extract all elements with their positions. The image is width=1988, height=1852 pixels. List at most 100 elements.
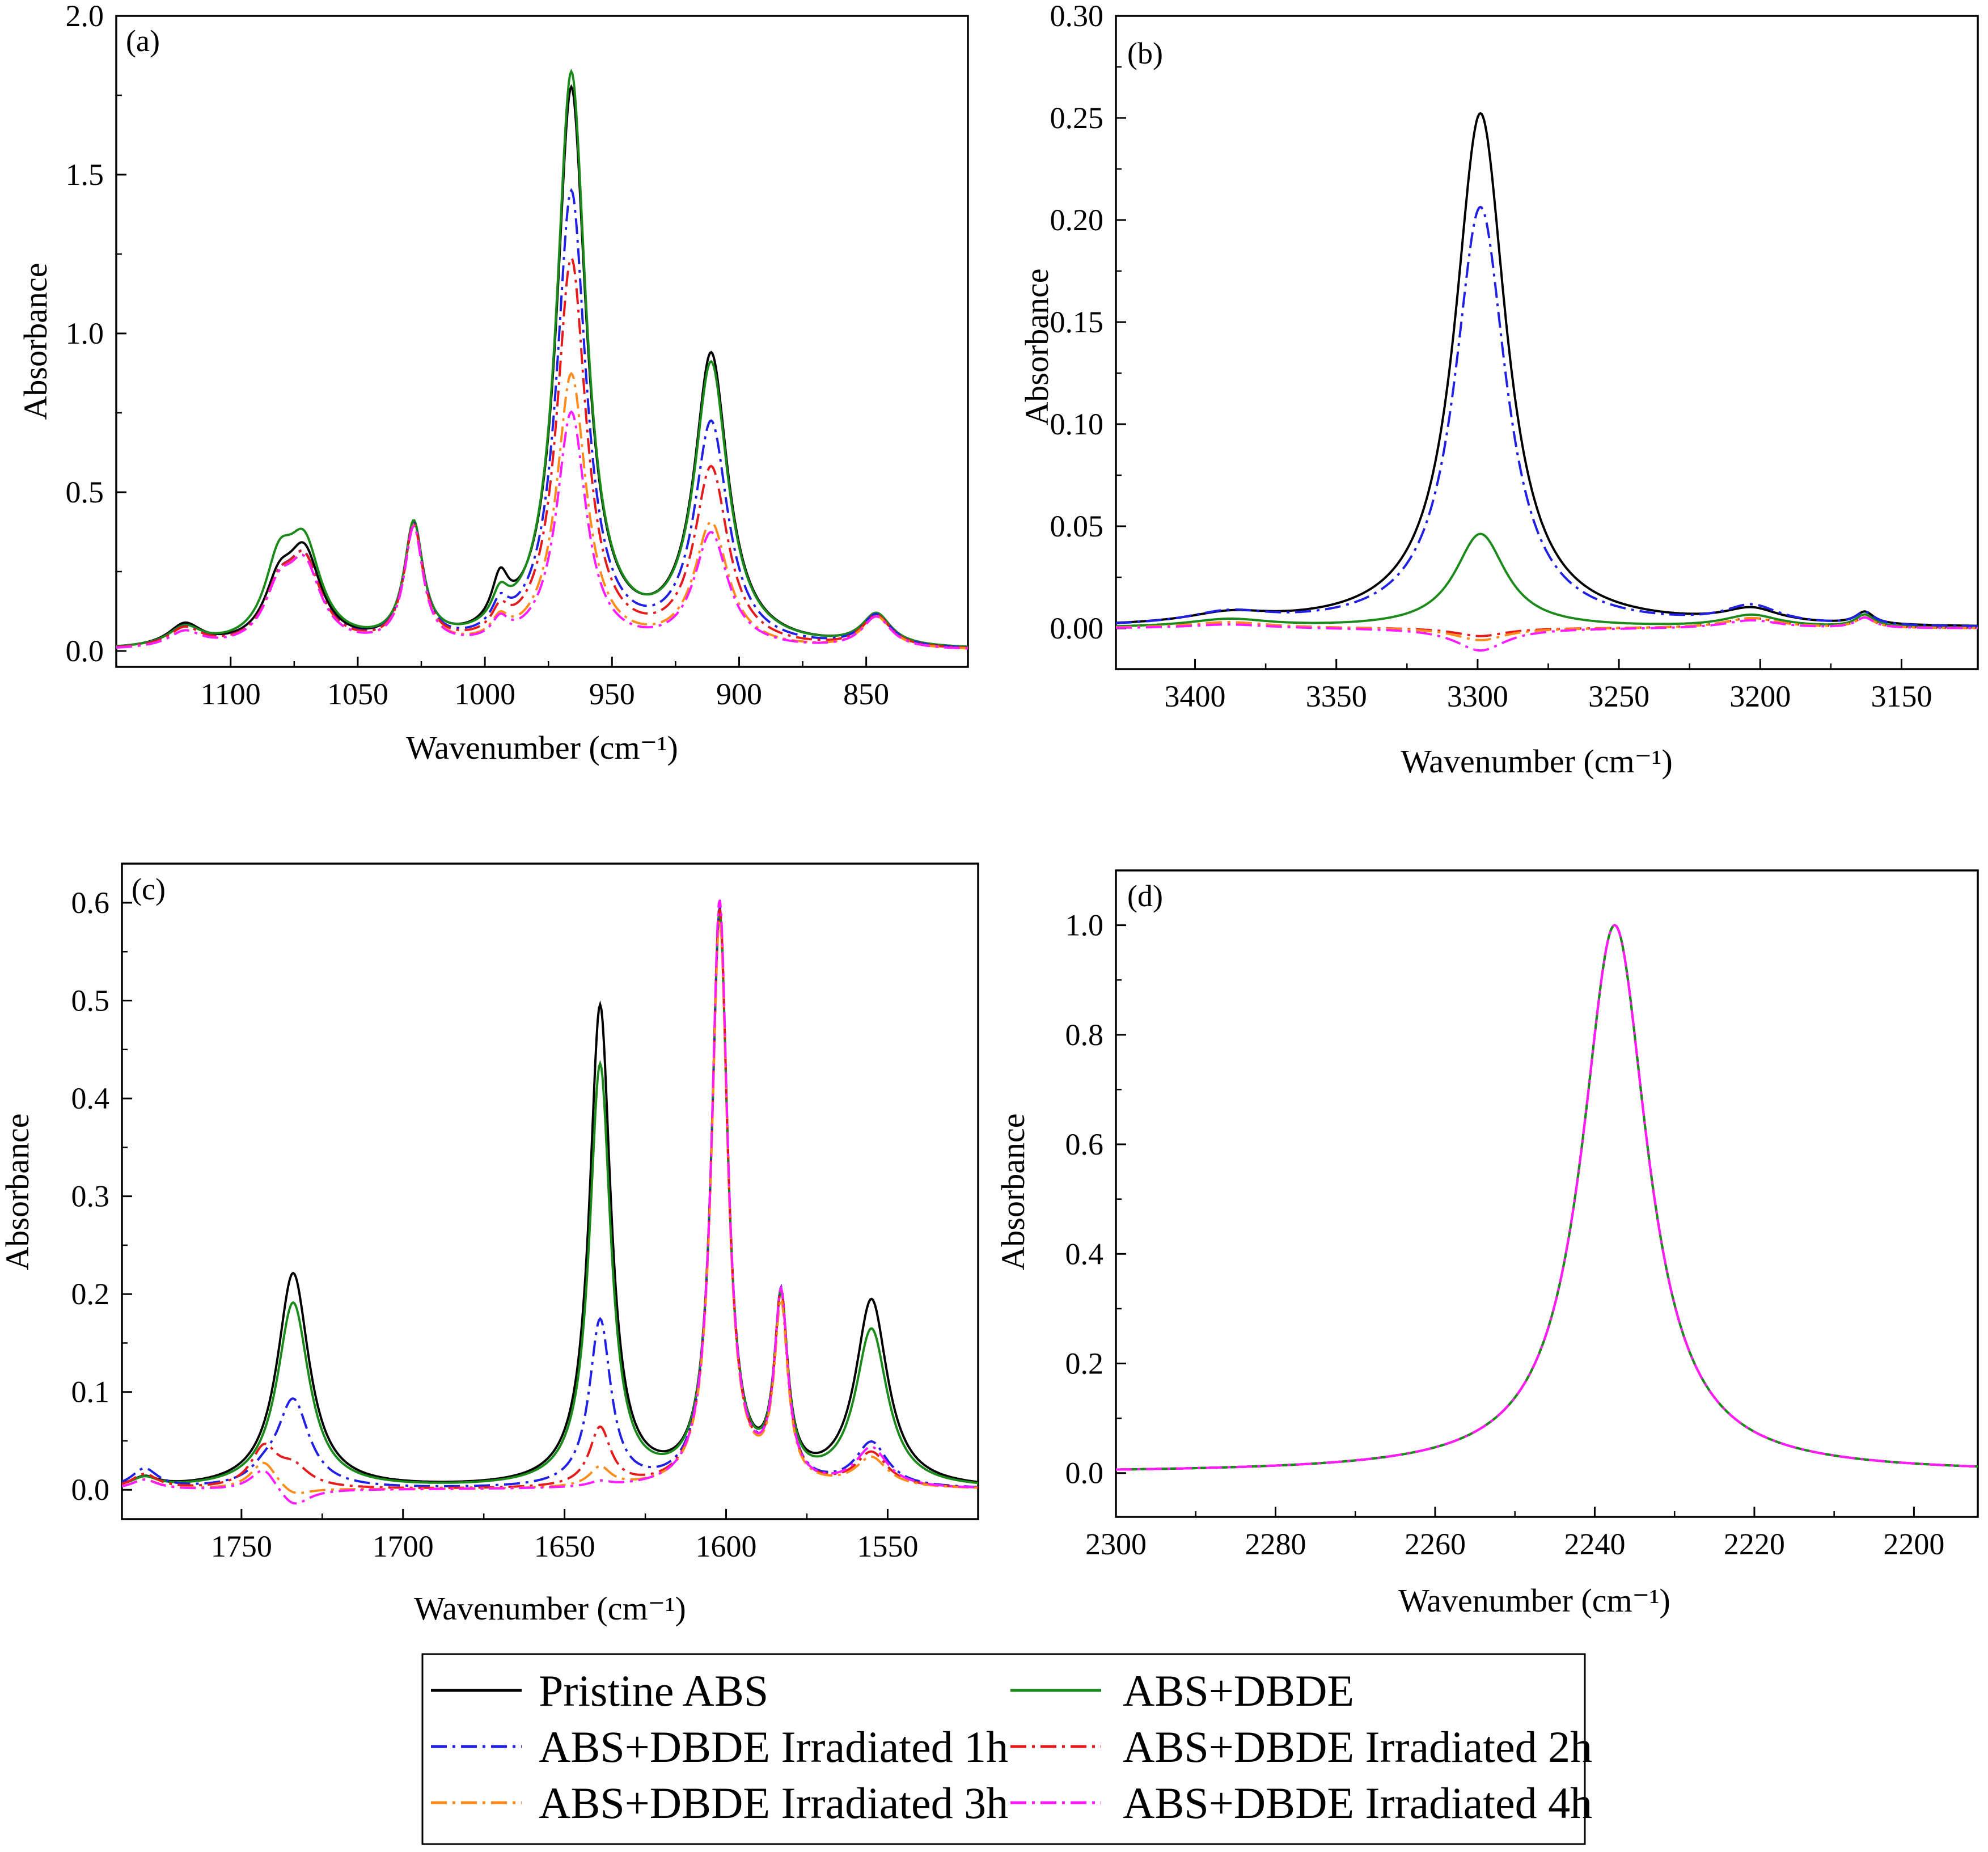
- x-tick-label: 3350: [1306, 679, 1367, 713]
- legend-label: ABS+DBDE Irradiated 2h: [1123, 1722, 1592, 1771]
- series-line: [122, 899, 978, 1505]
- y-tick-label: 0.05: [1050, 509, 1104, 543]
- x-tick-label: 900: [716, 677, 762, 711]
- x-tick-label: 1550: [857, 1529, 918, 1563]
- x-tick-label: 3150: [1871, 679, 1932, 713]
- x-tick-label: 1700: [373, 1529, 434, 1563]
- panel-b-xlabel: Wavenumber (cm⁻¹): [1401, 743, 1673, 780]
- x-tick-label: 3400: [1165, 679, 1226, 713]
- legend-label: Pristine ABS: [539, 1666, 768, 1715]
- y-tick-label: 0.8: [1065, 1018, 1104, 1052]
- x-tick-label: 1000: [454, 677, 515, 711]
- y-tick-label: 0.10: [1050, 407, 1104, 441]
- panel-d-xlabel: Wavenumber (cm⁻¹): [1398, 1582, 1670, 1619]
- legend-label: ABS+DBDE Irradiated 4h: [1123, 1778, 1592, 1828]
- legend-entry: ABS+DBDE Irradiated 4h: [1010, 1778, 1592, 1828]
- legend-entry: ABS+DBDE: [1010, 1666, 1354, 1715]
- series-line: [116, 410, 968, 650]
- series-line: [1116, 924, 1978, 1471]
- panel-c-ylabel: Absorbance: [0, 1113, 36, 1270]
- x-tick-label: 1750: [211, 1529, 272, 1563]
- y-tick-label: 0.6: [71, 886, 110, 920]
- panel-a-curves: [116, 69, 968, 650]
- panel-a-label: (a): [126, 24, 160, 58]
- series-line: [1116, 616, 1978, 652]
- x-tick-label: 1650: [534, 1529, 595, 1563]
- legend-entry: ABS+DBDE Irradiated 3h: [431, 1778, 1008, 1828]
- panel-a: (a) Wavenumber (cm⁻¹) Absorbance 1100 105…: [17, 0, 969, 766]
- panel-d-frame: [1115, 869, 1979, 1518]
- panel-a-xlabel: Wavenumber (cm⁻¹): [406, 729, 678, 766]
- panel-a-ylabel: Absorbance: [17, 263, 54, 420]
- y-tick-label: 0.15: [1050, 305, 1104, 339]
- legend-frame: [421, 1653, 1586, 1845]
- x-tick-label: 2220: [1724, 1527, 1785, 1561]
- x-tick-label: 2200: [1883, 1527, 1944, 1561]
- x-tick-label: 1600: [696, 1529, 757, 1563]
- y-tick-label: 1.5: [66, 158, 104, 192]
- x-tick-label: 3250: [1588, 679, 1649, 713]
- series-line: [122, 911, 978, 1485]
- panel-d-ylabel: Absorbance: [995, 1113, 1031, 1270]
- x-tick-label: 1100: [201, 677, 261, 711]
- panel-b-curves: [1116, 112, 1978, 652]
- y-tick-label: 0.30: [1050, 0, 1104, 33]
- y-tick-label: 0.2: [1065, 1346, 1104, 1380]
- series-line: [122, 912, 978, 1485]
- y-tick-label: 1.0: [1065, 908, 1104, 942]
- panel-c-curves: [122, 899, 978, 1505]
- x-tick-label: 3300: [1447, 679, 1508, 713]
- y-tick-label: 0.00: [1050, 611, 1104, 645]
- x-tick-label: 950: [589, 677, 635, 711]
- panel-d-label: (d): [1127, 879, 1163, 913]
- y-tick-label: 0.25: [1050, 101, 1104, 135]
- panel-a-frame: [115, 15, 969, 668]
- series-line: [116, 69, 968, 648]
- panel-c-xlabel: Wavenumber (cm⁻¹): [414, 1590, 686, 1627]
- panel-d-ticks: 230022802260224022202200210.00.20.40.60.…: [1065, 908, 1945, 1561]
- legend-entry: ABS+DBDE Irradiated 2h: [1010, 1722, 1592, 1771]
- series-line: [1116, 112, 1978, 627]
- panel-c: (c) Wavenumber (cm⁻¹) Absorbance 1750 170…: [0, 862, 979, 1627]
- y-tick-label: 2.0: [66, 0, 104, 33]
- x-tick-label: 2300: [1085, 1527, 1147, 1561]
- y-tick-label: 0.0: [66, 634, 104, 668]
- x-tick-label: 3200: [1729, 679, 1791, 713]
- y-tick-label: 0.5: [71, 984, 110, 1018]
- x-tick-label: 2260: [1405, 1527, 1466, 1561]
- panel-d: (d) Wavenumber (cm⁻¹) Absorbance 2300 228…: [995, 869, 1979, 1619]
- panel-b-ticks: 3400 3350 3300 3250 3200 3150 0.00 0.05 0.10 0.15…: [1050, 0, 1932, 713]
- legend-label: ABS+DBDE Irradiated 3h: [539, 1778, 1008, 1828]
- panel-b-ylabel: Absorbance: [1018, 268, 1055, 425]
- y-tick-label: 0.3: [71, 1179, 110, 1213]
- legend-entry: Pristine ABS: [431, 1666, 768, 1715]
- x-tick-label: 850: [843, 677, 889, 711]
- x-tick-label: 1050: [327, 677, 388, 711]
- y-tick-label: 0.20: [1050, 203, 1104, 237]
- panel-c-label: (c): [132, 872, 166, 906]
- panel-c-ticks: 1750 1700 1650 1600 1550 0.0 0.1 0.2 0.3 0.4 0.5 0.…: [71, 886, 919, 1563]
- y-tick-label: 0.4: [71, 1081, 110, 1115]
- x-tick-label: 2280: [1245, 1527, 1306, 1561]
- series-line: [122, 907, 978, 1489]
- panel-d-curves: [1116, 924, 1978, 1471]
- series-line: [1116, 532, 1978, 629]
- legend-label: ABS+DBDE: [1123, 1666, 1354, 1715]
- x-tick-label: 2240: [1564, 1527, 1625, 1561]
- panel-b: (b) Wavenumber (cm⁻¹) Absorbance 3400 335…: [1018, 0, 1979, 780]
- y-tick-label: 0.6: [1065, 1127, 1104, 1161]
- y-tick-label: 0.4: [1065, 1237, 1104, 1271]
- panel-b-frame: [1115, 15, 1979, 670]
- y-tick-label: 0.0: [1065, 1456, 1104, 1490]
- y-tick-label: 1.0: [66, 316, 104, 350]
- y-tick-label: 0.5: [66, 475, 104, 509]
- series-line: [1116, 205, 1978, 628]
- y-tick-label: 0.0: [71, 1473, 110, 1507]
- y-tick-label: 0.2: [71, 1277, 110, 1311]
- legend: Pristine ABS ABS+DBDE ABS+DBDE Irradiate…: [421, 1653, 1592, 1845]
- legend-label: ABS+DBDE Irradiated 1h: [539, 1722, 1008, 1771]
- panel-c-frame: [121, 862, 979, 1520]
- panel-a-ticks: 1100 1050 1000 950 900 850 0.0 0.5 1.0 1.5 2.0: [66, 0, 890, 711]
- legend-entry: ABS+DBDE Irradiated 1h: [431, 1722, 1008, 1771]
